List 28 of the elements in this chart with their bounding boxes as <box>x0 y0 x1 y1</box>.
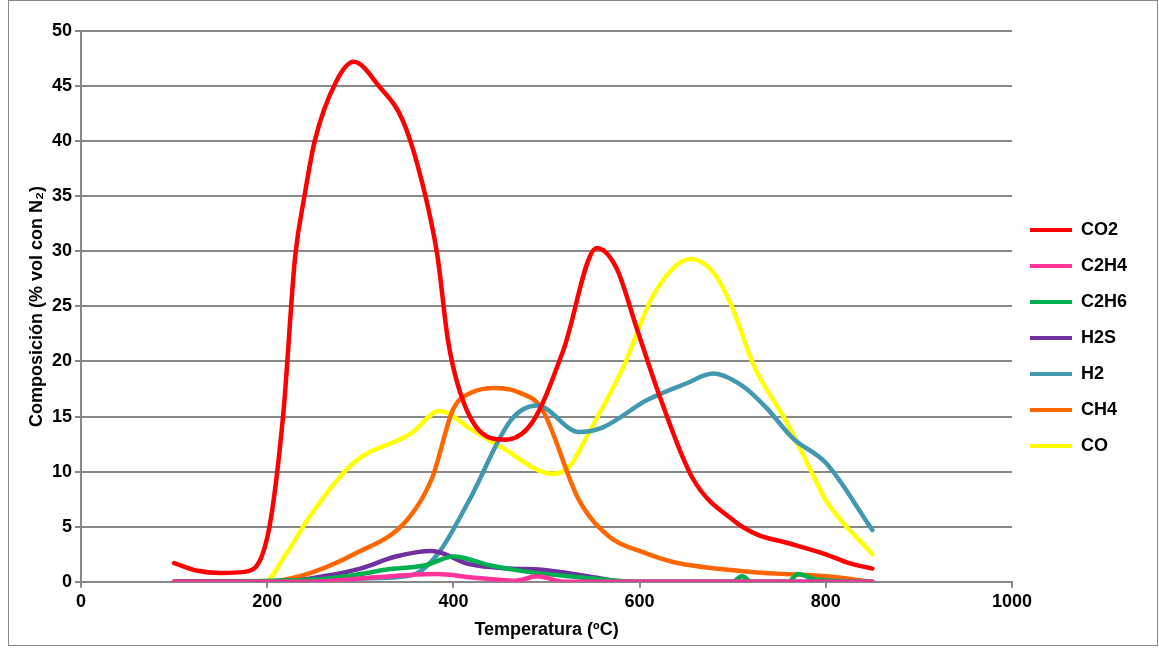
y-tick-label: 5 <box>62 515 73 536</box>
x-tick-label: 0 <box>76 590 87 611</box>
y-tick-label: 35 <box>51 185 73 206</box>
line-series <box>171 59 875 576</box>
y-tick-label: 25 <box>51 295 73 316</box>
y-tick-label: 20 <box>51 350 73 371</box>
x-tick-label: 600 <box>624 590 655 611</box>
y-tick-label: 45 <box>51 75 73 96</box>
legend-label: H2 <box>1080 362 1104 383</box>
legend-label: CH4 <box>1080 398 1117 419</box>
y-tick-label: 10 <box>51 460 73 481</box>
y-tick-label: 40 <box>51 130 73 151</box>
x-tick-label: 200 <box>252 590 283 611</box>
y-tick-label: 15 <box>51 405 73 426</box>
y-tick-label: 50 <box>51 19 73 40</box>
y-tick-label: 30 <box>51 240 73 261</box>
x-axis-title: Temperatura (ºC) <box>474 619 619 640</box>
legend-label: CO2 <box>1080 218 1118 239</box>
y-tick-label: 0 <box>62 570 73 591</box>
legend-label: C2H6 <box>1080 290 1128 311</box>
y-axis-title: Composición (% vol con N₂) <box>25 185 46 427</box>
x-tick-label: 1000 <box>991 590 1032 611</box>
line-series <box>171 571 875 582</box>
legend-label: C2H4 <box>1080 254 1128 275</box>
x-tick-label: 400 <box>438 590 469 611</box>
legend-label: H2S <box>1080 326 1116 347</box>
x-tick-label: 800 <box>810 590 841 611</box>
legend-label: CO <box>1080 434 1108 455</box>
